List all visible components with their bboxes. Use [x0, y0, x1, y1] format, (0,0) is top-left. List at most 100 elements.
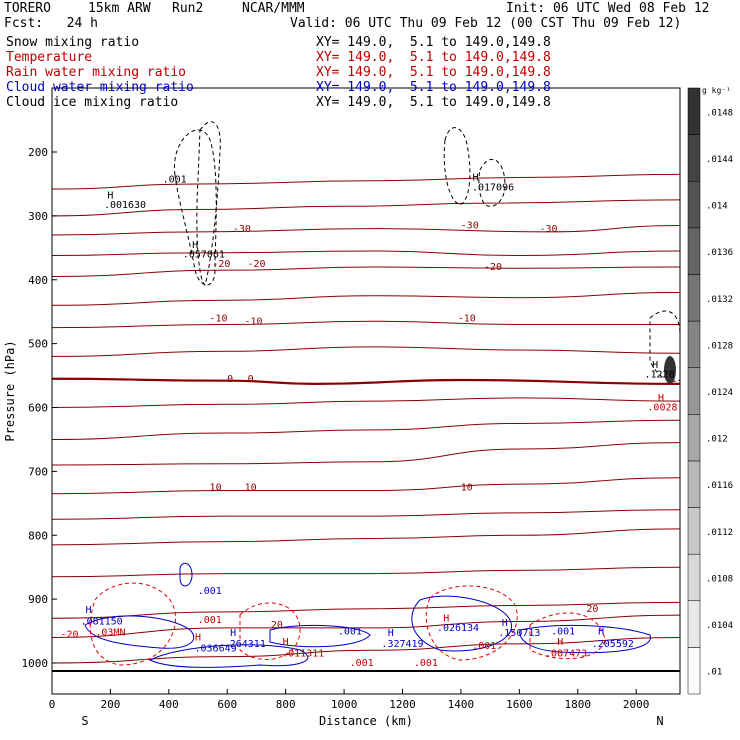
- field-xy-cloud-water: XY= 149.0, 5.1 to 149.0,149.8: [316, 80, 551, 95]
- contour-label: .026134: [437, 623, 479, 634]
- contour-label: .0028: [647, 403, 677, 414]
- field-xy-cloud-ice: XY= 149.0, 5.1 to 149.0,149.8: [316, 95, 551, 110]
- colorbar-swatch: [687, 180, 701, 229]
- colorbar-tick-label: .0116: [706, 481, 733, 491]
- mixing-ratio-contour: [478, 158, 506, 207]
- mixing-ratio-contour: [443, 127, 471, 206]
- colorbar-swatch: [687, 553, 701, 602]
- colorbar-swatch: [687, 87, 701, 135]
- colorbar-swatch: [687, 367, 701, 415]
- contour-label: .001: [414, 658, 438, 669]
- contour-label: 20: [586, 604, 598, 615]
- shaded-maximum: [664, 356, 676, 384]
- field-name-snow: Snow mixing ratio: [6, 35, 140, 50]
- contour-label: -20: [212, 259, 230, 270]
- colorbar-tick-label: .0144: [706, 155, 733, 165]
- colorbar-tick-label: .0132: [706, 295, 733, 305]
- contour-label: -20: [247, 259, 265, 270]
- x-tick-label: 1200: [389, 698, 416, 711]
- contour-label: H: [230, 628, 236, 639]
- y-tick-label: 400: [28, 274, 48, 287]
- isotherm-line: [51, 419, 681, 440]
- mixing-ratio-contour: [269, 624, 371, 648]
- contour-label: .001: [551, 626, 575, 637]
- colorbar-tick-label: .01: [706, 668, 722, 678]
- isotherm-line: [51, 199, 681, 217]
- contour-label: .264311: [224, 639, 266, 650]
- contour-label: .057061: [183, 249, 225, 260]
- x-tick-label: 2000: [623, 698, 650, 711]
- colorbar-swatch: [687, 274, 701, 322]
- field-name-cloud-water: Cloud water mixing ratio: [6, 80, 194, 95]
- contour-label: .001: [198, 615, 222, 626]
- x-tick-label: 400: [159, 698, 179, 711]
- mixing-ratio-contour: [173, 129, 217, 286]
- contour-label: .03MN: [95, 628, 125, 639]
- colorbar-tick-label: .0108: [706, 574, 733, 584]
- contour-label: .001630: [104, 200, 146, 211]
- contour-label: .205592: [592, 639, 634, 650]
- x-axis-label: Distance (km): [319, 714, 413, 728]
- contour-label: -30: [461, 221, 479, 232]
- contour-label: H: [557, 637, 563, 648]
- header-resolution: 15km ARW: [88, 1, 151, 16]
- colorbar-swatch: [687, 460, 701, 508]
- south-label: S: [81, 714, 88, 728]
- contour-label: -10: [209, 313, 227, 324]
- mixing-ratio-contour: [196, 121, 221, 286]
- isotherm-line: [51, 636, 681, 664]
- contour-label: .081150: [81, 617, 123, 628]
- colorbar-swatch: [687, 414, 701, 462]
- isotherm-line: [51, 442, 681, 466]
- x-tick-label: 1800: [565, 698, 592, 711]
- isotherm-line: [51, 614, 681, 638]
- isotherm-line: [51, 266, 681, 278]
- contour-label: -10: [245, 316, 263, 327]
- field-name-rain: Rain water mixing ratio: [6, 65, 187, 80]
- isotherm-line: [51, 377, 681, 385]
- contour-label: H: [85, 605, 91, 616]
- x-tick-label: 1000: [331, 698, 358, 711]
- colorbar-tick-label: .014: [706, 202, 728, 212]
- colorbar-swatch: [687, 600, 701, 648]
- colorbar-tick-label: .0104: [706, 621, 733, 631]
- header-valid: Valid: 06 UTC Thu 09 Feb 12 (00 CST Thu …: [290, 16, 682, 31]
- mixing-ratio-contour: [84, 615, 195, 649]
- contour-label: 0: [227, 374, 233, 385]
- contour-label: .150713: [498, 628, 540, 639]
- plot-frame: [51, 87, 681, 695]
- contour-label: .001: [198, 586, 222, 597]
- mixing-ratio-contour: [519, 624, 651, 654]
- contour-label: 20: [271, 620, 283, 631]
- isotherm-line: [51, 173, 681, 190]
- isotherm-line: [51, 397, 681, 408]
- contour-label: .001: [163, 175, 187, 186]
- y-tick-label: 700: [28, 465, 48, 478]
- temperature-isotherms: [51, 173, 681, 664]
- contour-label: .007473: [545, 649, 587, 660]
- x-tick-label: 1400: [448, 698, 475, 711]
- y-tick-label: 500: [28, 338, 48, 351]
- y-tick-label: 1000: [22, 657, 49, 670]
- header-run: Run2: [172, 1, 204, 16]
- contour-labels: -30 -30 -30 -20 -20 -20 -10 -10 -10 0 0 10 10 10 20 20 -…: [60, 173, 677, 669]
- contour-label: .001: [338, 626, 362, 637]
- contour-label: 10: [461, 483, 473, 494]
- contour-label: H: [192, 240, 198, 251]
- colorbar-swatch: [687, 320, 701, 368]
- axes: 0 200 400 600 800 1000 1200 1400 1600 1800 2000200…: [3, 146, 664, 728]
- contour-label: .017096: [472, 182, 514, 193]
- colorbar-tick-label: .0112: [706, 528, 733, 538]
- isotherm-line: [51, 292, 681, 306]
- isotherm-line: [51, 566, 681, 578]
- mixing-ratio-contour: [148, 644, 309, 668]
- contour-label: H: [502, 618, 508, 629]
- field-xy-rain: XY= 149.0, 5.1 to 149.0,149.8: [316, 65, 551, 80]
- contour-label: H: [283, 637, 289, 648]
- y-tick-label: 800: [28, 529, 48, 542]
- x-tick-label: 800: [276, 698, 296, 711]
- contour-label: H: [443, 613, 449, 624]
- contour-label: -20: [484, 262, 502, 273]
- isotherm-line: [51, 509, 681, 520]
